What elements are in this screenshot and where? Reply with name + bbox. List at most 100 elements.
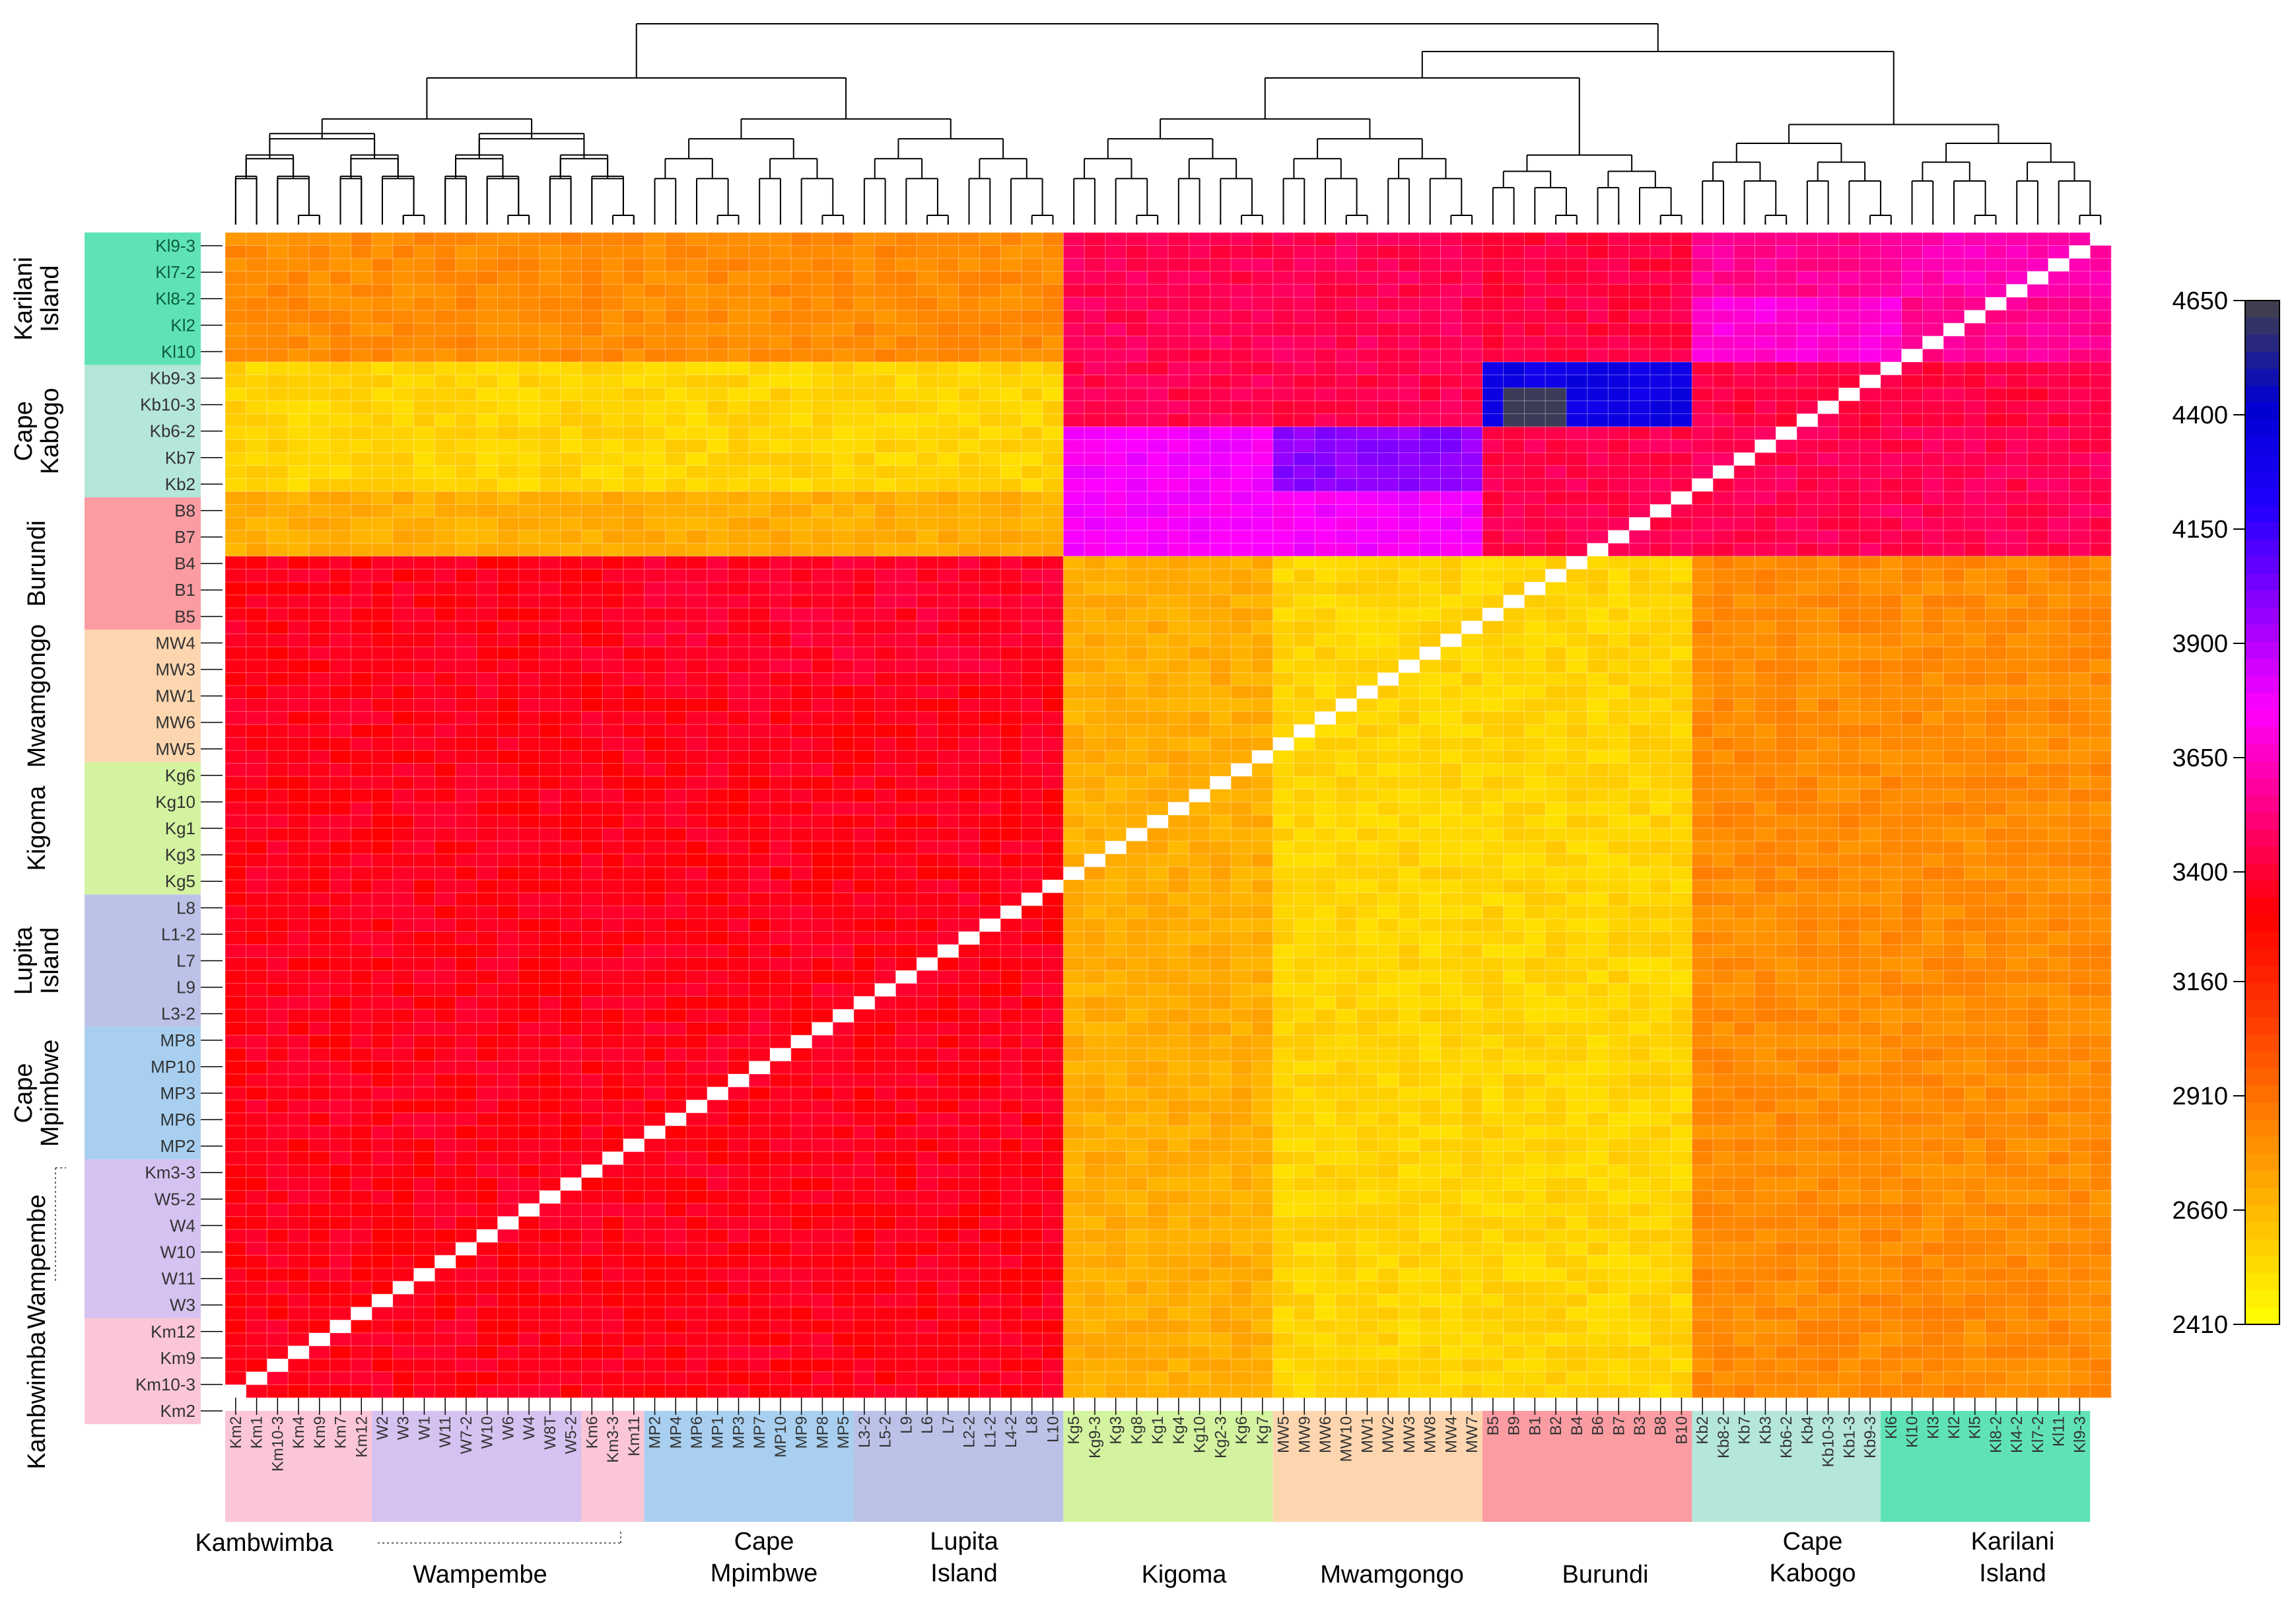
heatmap-cell [498,543,519,556]
heatmap-cell [2048,737,2070,750]
heatmap-cell [1587,466,1609,479]
heatmap-cell [1210,854,1231,867]
heatmap-cell [288,725,309,738]
heatmap-cell [1420,802,1441,815]
heatmap-cell [1838,362,1860,375]
heatmap-cell [1210,672,1231,686]
heatmap-cell [2090,815,2111,828]
heatmap-cell [1252,258,1273,271]
heatmap-cell [1147,776,1168,789]
heatmap-cell [1881,802,1902,815]
heatmap-cell [917,556,938,569]
heatmap-cell [309,711,330,725]
heatmap-cell [1000,582,1022,595]
heatmap-cell [938,699,959,712]
heatmap-cell [1838,608,1860,621]
heatmap-cell [1399,517,1420,530]
heatmap-cell [1504,595,1525,608]
heatmap-cell [1671,284,1692,297]
heatmap-cell [1671,621,1692,634]
heatmap-cell [435,323,456,336]
heatmap-cell [1399,582,1420,595]
heatmap-cell [1860,258,1881,271]
heatmap-cell [267,233,288,246]
heatmap-cell [791,595,812,608]
heatmap-cell [393,828,414,842]
heatmap-cell [1043,621,1064,634]
heatmap-cell [1147,491,1168,505]
heatmap-cell [1357,725,1378,738]
heatmap-cell [1922,828,1943,842]
heatmap-cell [938,505,959,518]
heatmap-cell [812,789,833,803]
heatmap-cell [1441,854,1462,867]
heatmap-cell [309,284,330,297]
heatmap-cell [665,725,686,738]
heatmap-cell [498,375,519,388]
heatmap-cell [2090,711,2111,725]
heatmap-cell [1231,491,1252,505]
heatmap-cell [1776,828,1797,842]
heatmap-cell [1629,608,1650,621]
heatmap-cell [1127,466,1148,479]
heatmap-cell [2006,491,2027,505]
heatmap-cell [1692,569,1713,583]
heatmap-cell [686,699,707,712]
heatmap-cell [1545,789,1566,803]
heatmap-cell [644,595,666,608]
heatmap-cell [875,413,896,427]
heatmap-cell [1147,802,1168,815]
heatmap-cell [1189,711,1210,725]
heatmap-cell [938,621,959,634]
heatmap-cell [1043,466,1064,479]
heatmap-cell [1671,452,1692,466]
heatmap-cell [1566,725,1587,738]
heatmap-cell [1043,841,1064,854]
heatmap-cell [707,491,728,505]
heatmap-cell [1420,440,1441,453]
heatmap-cell [1902,362,1923,375]
heatmap-cell [1545,621,1566,634]
heatmap-cell [728,854,749,867]
heatmap-cell [1881,789,1902,803]
heatmap-cell [1252,815,1273,828]
heatmap-cell [1776,776,1797,789]
heatmap-cell [1482,478,1504,491]
heatmap-cell [1965,413,1986,427]
heatmap-cell [1294,284,1315,297]
heatmap-cell [1755,233,1776,246]
heatmap-cell [1000,789,1022,803]
heatmap-cell [1022,466,1043,479]
heatmap-cell [267,478,288,491]
heatmap-cell [2027,556,2048,569]
heatmap-cell [246,802,267,815]
heatmap-cell [707,854,728,867]
heatmap-cell [1105,660,1127,673]
heatmap-cell [1986,750,2007,764]
heatmap-cell [1482,776,1504,789]
heatmap-cell [1504,556,1525,569]
heatmap-cell [1713,505,1734,518]
heatmap-cell [1818,505,1839,518]
heatmap-cell [1902,672,1923,686]
heatmap-cell [414,660,435,673]
heatmap-cell [1441,375,1462,388]
heatmap-cell [1273,323,1294,336]
heatmap-cell [477,660,498,673]
heatmap-cell [288,608,309,621]
heatmap-cell [875,440,896,453]
heatmap-cell [1189,569,1210,583]
heatmap-cell [1000,271,1022,285]
heatmap-cell [1461,880,1482,893]
heatmap-cell [518,776,539,789]
heatmap-cell [1671,867,1692,880]
heatmap-cell [539,711,561,725]
heatmap-cell [456,582,477,595]
heatmap-cell [1504,699,1525,712]
heatmap-cell [518,686,539,699]
heatmap-cell [1608,556,1629,569]
heatmap-cell [1650,466,1671,479]
heatmap-cell [917,401,938,414]
heatmap-cell [1797,737,1818,750]
heatmap-cell [749,789,770,803]
